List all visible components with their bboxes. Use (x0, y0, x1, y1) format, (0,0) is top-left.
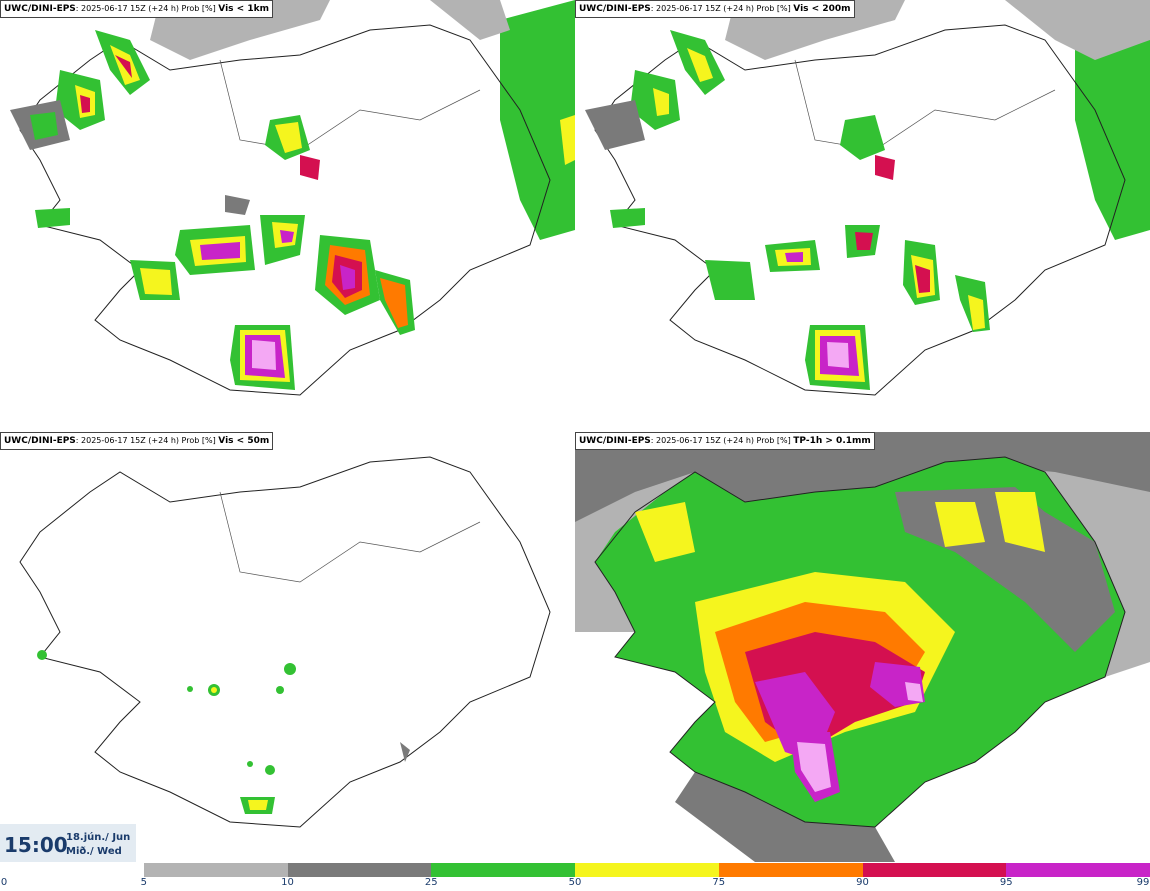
field-label: Vis < 200m (793, 4, 851, 14)
run-label: : 2025-06-17 15Z (+24 h) Prob [%] (650, 4, 794, 13)
colorbar-segment (575, 863, 719, 877)
field-label: Vis < 1km (218, 4, 269, 14)
field-label: Vis < 50m (218, 436, 270, 446)
colorbar-segment (143, 863, 288, 877)
run-label: : 2025-06-17 15Z (+24 h) Prob [%] (75, 4, 219, 13)
colorbar-segment (287, 863, 432, 877)
colorbar: 0 5 10 25 50 75 90 95 99 (0, 863, 1150, 891)
run-label: : 2025-06-17 15Z (+24 h) Prob [%] (75, 436, 219, 445)
colorbar-tick-label: 90 (856, 877, 869, 888)
colorbar-segment (718, 863, 863, 877)
colorbar-tick-label: 99 (1136, 877, 1150, 888)
panel-title: UWC/DINI-EPS: 2025-06-17 15Z (+24 h) Pro… (0, 432, 274, 450)
colorbar-tick-label: 5 (140, 877, 147, 888)
panel-vis-50m: UWC/DINI-EPS: 2025-06-17 15Z (+24 h) Pro… (0, 432, 575, 862)
panel-title: UWC/DINI-EPS: 2025-06-17 15Z (+24 h) Pro… (0, 0, 273, 18)
panel-vis-1km: UWC/DINI-EPS: 2025-06-17 15Z (+24 h) Pro… (0, 0, 575, 430)
map-vis-200m (585, 0, 1150, 396)
valid-time: 15:00 (4, 833, 68, 857)
colorbar-segment (1006, 863, 1150, 877)
map-precip (575, 432, 1150, 862)
source-label: UWC/DINI-EPS (4, 436, 76, 446)
colorbar-tick-label: 10 (281, 877, 294, 888)
panel-vis-200m: UWC/DINI-EPS: 2025-06-17 15Z (+24 h) Pro… (575, 0, 1150, 430)
source-label: UWC/DINI-EPS (579, 4, 651, 14)
run-label: : 2025-06-17 15Z (+24 h) Prob [%] (650, 436, 794, 445)
valid-time-box: 15:00 18.jún./ Jun Mið./ Wed (0, 824, 136, 862)
colorbar-segment (0, 863, 144, 877)
colorbar-tick-label: 0 (0, 877, 8, 888)
panel-title: UWC/DINI-EPS: 2025-06-17 15Z (+24 h) Pro… (575, 0, 855, 18)
field-label: TP-1h > 0.1mm (793, 436, 871, 446)
colorbar-segment (862, 863, 1007, 877)
colorbar-tick-label: 95 (999, 877, 1013, 888)
valid-date-line1: 18.jún./ Jun (66, 832, 131, 843)
panel-title: UWC/DINI-EPS: 2025-06-17 15Z (+24 h) Pro… (575, 432, 875, 450)
valid-date-line2: Mið./ Wed (66, 846, 122, 857)
source-label: UWC/DINI-EPS (579, 436, 651, 446)
colorbar-tick-label: 75 (712, 877, 726, 888)
colorbar-tick-label: 50 (568, 877, 582, 888)
panel-precip: UWC/DINI-EPS: 2025-06-17 15Z (+24 h) Pro… (575, 432, 1150, 862)
map-vis-50m (19, 456, 551, 828)
colorbar-tick-label: 25 (424, 877, 438, 888)
map-vis-1km (10, 0, 575, 396)
source-label: UWC/DINI-EPS (4, 4, 76, 14)
colorbar-segment (431, 863, 575, 877)
